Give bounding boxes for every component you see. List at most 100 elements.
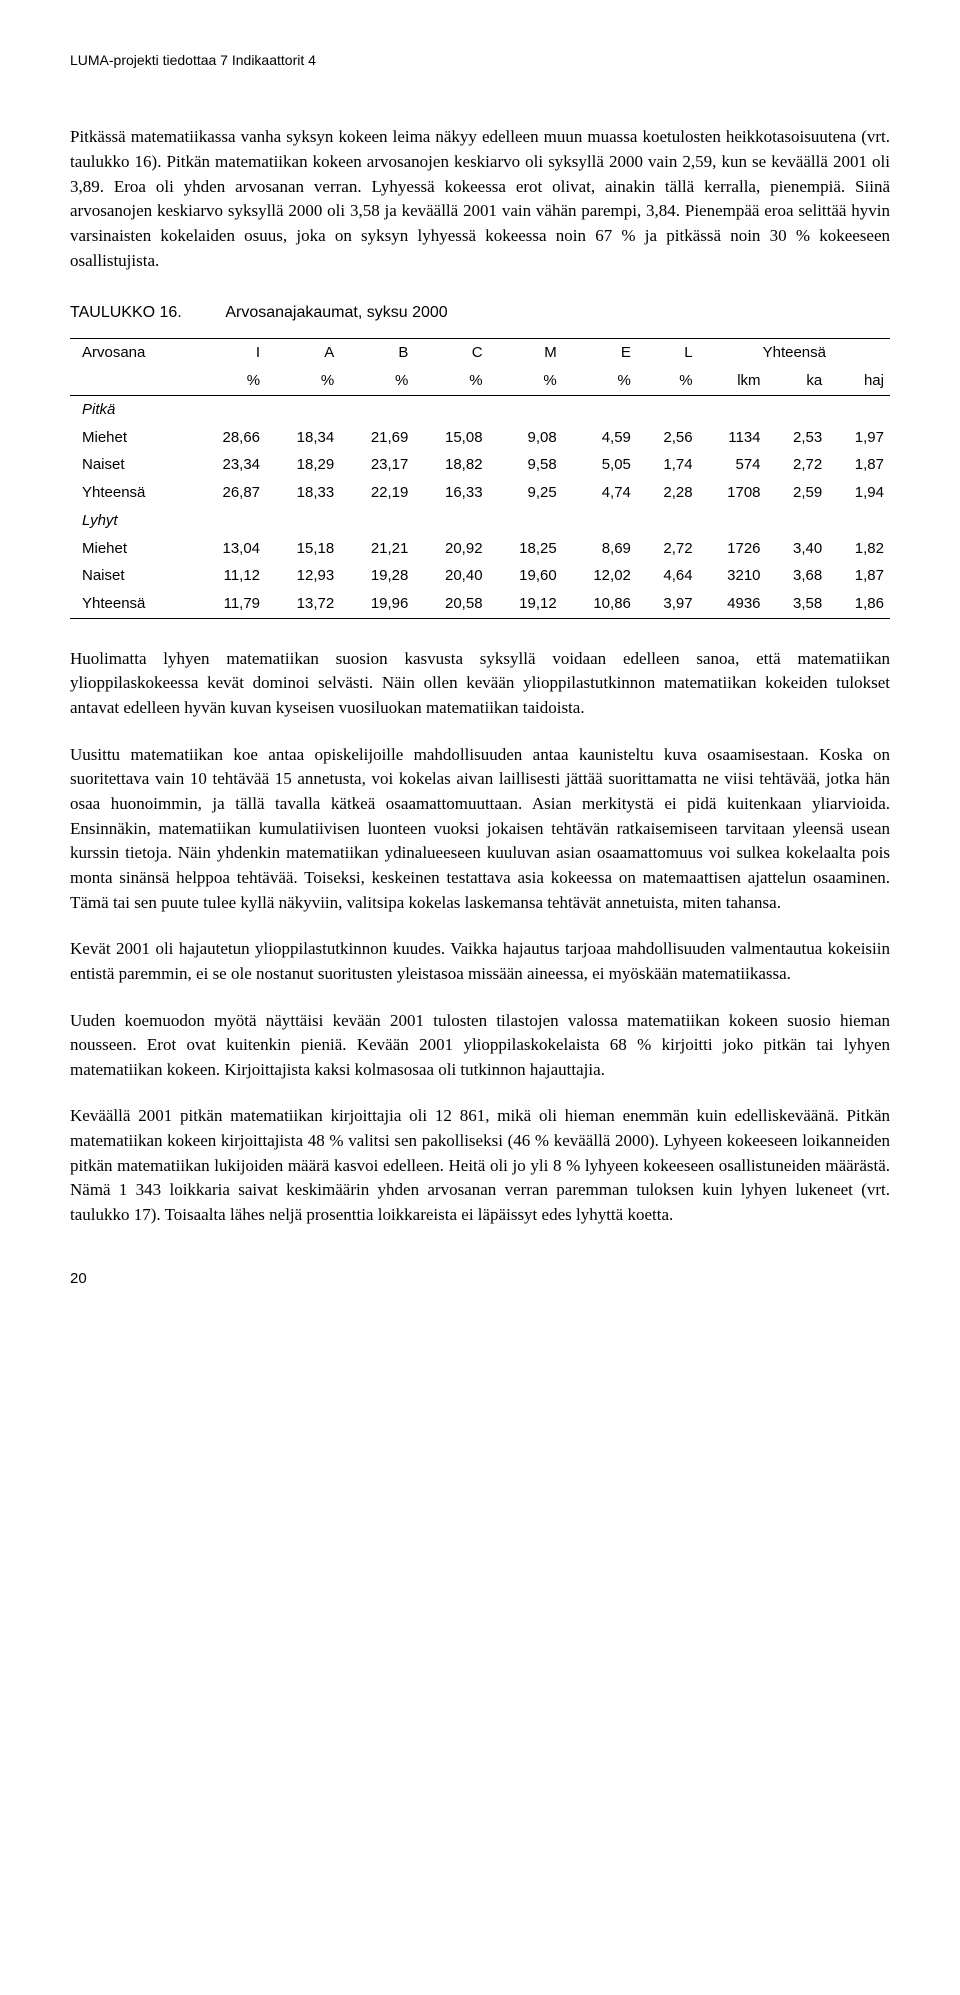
col-header: %: [563, 367, 637, 395]
table-cell: 16,33: [414, 479, 488, 507]
table-cell: Miehet: [70, 424, 192, 452]
paragraph: Kevät 2001 oli hajautetun ylioppilastutk…: [70, 937, 890, 986]
table-cell: 19,12: [489, 590, 563, 618]
paragraph: Keväällä 2001 pitkän matematiikan kirjoi…: [70, 1104, 890, 1227]
table-cell: 18,33: [266, 479, 340, 507]
table-cell: 22,19: [340, 479, 414, 507]
paragraph: Uuden koemuodon myötä näyttäisi kevään 2…: [70, 1009, 890, 1083]
col-header: M: [489, 339, 563, 367]
table-cell: 11,12: [192, 562, 266, 590]
table-cell: 15,08: [414, 424, 488, 452]
col-header: Arvosana: [70, 339, 192, 367]
table-cell: 23,17: [340, 451, 414, 479]
table-cell: 9,25: [489, 479, 563, 507]
table-cell: 21,69: [340, 424, 414, 452]
table-cell: 19,28: [340, 562, 414, 590]
table-cell: 4,74: [563, 479, 637, 507]
col-header: %: [266, 367, 340, 395]
table-cell: 2,72: [637, 535, 699, 563]
table-cell: 18,34: [266, 424, 340, 452]
table-cell: Yhteensä: [70, 590, 192, 618]
col-header: %: [637, 367, 699, 395]
table-cell: Yhteensä: [70, 479, 192, 507]
table-cell: 1,94: [828, 479, 890, 507]
table-cell: 12,93: [266, 562, 340, 590]
table-caption: TAULUKKO 16. Arvosanajakaumat, syksu 200…: [70, 301, 890, 324]
col-header: Yhteensä: [699, 339, 890, 367]
table-cell: 15,18: [266, 535, 340, 563]
table-row: Yhteensä26,8718,3322,1916,339,254,742,28…: [70, 479, 890, 507]
col-header: E: [563, 339, 637, 367]
running-header: LUMA-projekti tiedottaa 7 Indikaattorit …: [70, 50, 890, 70]
table-cell: 2,72: [767, 451, 829, 479]
table-cell: 19,96: [340, 590, 414, 618]
col-header: %: [489, 367, 563, 395]
table-header-row: Arvosana I A B C M E L Yhteensä: [70, 339, 890, 367]
col-header: C: [414, 339, 488, 367]
table-cell: 3210: [699, 562, 767, 590]
col-header: %: [414, 367, 488, 395]
col-header: A: [266, 339, 340, 367]
table-cell: 574: [699, 451, 767, 479]
table-cell: 21,21: [340, 535, 414, 563]
table-cell: 4936: [699, 590, 767, 618]
table-cell: 8,69: [563, 535, 637, 563]
col-header: haj: [828, 367, 890, 395]
table-cell: 1,86: [828, 590, 890, 618]
table-row: Naiset23,3418,2923,1718,829,585,051,7457…: [70, 451, 890, 479]
table-cell: 28,66: [192, 424, 266, 452]
col-header: lkm: [699, 367, 767, 395]
table-cell: 19,60: [489, 562, 563, 590]
table-row: Yhteensä11,7913,7219,9620,5819,1210,863,…: [70, 590, 890, 618]
table-cell: 20,58: [414, 590, 488, 618]
table-cell: 4,64: [637, 562, 699, 590]
table-cell: 26,87: [192, 479, 266, 507]
table-cell: Miehet: [70, 535, 192, 563]
table-row: Naiset11,1212,9319,2820,4019,6012,024,64…: [70, 562, 890, 590]
page-number: 20: [70, 1268, 890, 1290]
table-cell: 20,92: [414, 535, 488, 563]
table-cell: 18,82: [414, 451, 488, 479]
table-cell: Naiset: [70, 451, 192, 479]
table-cell: 3,68: [767, 562, 829, 590]
table-cell: 3,97: [637, 590, 699, 618]
table-header-row: % % % % % % % lkm ka haj: [70, 367, 890, 395]
col-header: B: [340, 339, 414, 367]
table-cell: 3,58: [767, 590, 829, 618]
table-section-label: Lyhyt: [70, 507, 890, 535]
table-cell: 1,87: [828, 451, 890, 479]
table-cell: 2,28: [637, 479, 699, 507]
table-cell: 1,97: [828, 424, 890, 452]
table-cell: 2,53: [767, 424, 829, 452]
table-cell: 5,05: [563, 451, 637, 479]
table-cell: 1726: [699, 535, 767, 563]
table-cell: 13,04: [192, 535, 266, 563]
col-header: I: [192, 339, 266, 367]
table-cell: 1708: [699, 479, 767, 507]
col-header: L: [637, 339, 699, 367]
table-cell: 18,25: [489, 535, 563, 563]
table-cell: 3,40: [767, 535, 829, 563]
table-cell: 1,74: [637, 451, 699, 479]
table-row: Miehet28,6618,3421,6915,089,084,592,5611…: [70, 424, 890, 452]
paragraph: Huolimatta lyhyen matematiikan suosion k…: [70, 647, 890, 721]
table-cell: 1134: [699, 424, 767, 452]
col-header: %: [340, 367, 414, 395]
table-number: TAULUKKO 16.: [70, 301, 182, 324]
paragraph: Pitkässä matematiikassa vanha syksyn kok…: [70, 125, 890, 273]
table-cell: 23,34: [192, 451, 266, 479]
table-cell: 4,59: [563, 424, 637, 452]
table-cell: 11,79: [192, 590, 266, 618]
table-section-label: Pitkä: [70, 395, 890, 423]
table-cell: 1,82: [828, 535, 890, 563]
table-row: Miehet13,0415,1821,2120,9218,258,692,721…: [70, 535, 890, 563]
paragraph: Uusittu matematiikan koe antaa opiskelij…: [70, 743, 890, 915]
col-header: %: [192, 367, 266, 395]
table-cell: 10,86: [563, 590, 637, 618]
table-cell: 18,29: [266, 451, 340, 479]
table-title: Arvosanajakaumat, syksu 2000: [225, 304, 447, 321]
table-cell: 9,58: [489, 451, 563, 479]
table-cell: 2,59: [767, 479, 829, 507]
grade-distribution-table: Arvosana I A B C M E L Yhteensä % % % % …: [70, 338, 890, 619]
table-cell: 2,56: [637, 424, 699, 452]
